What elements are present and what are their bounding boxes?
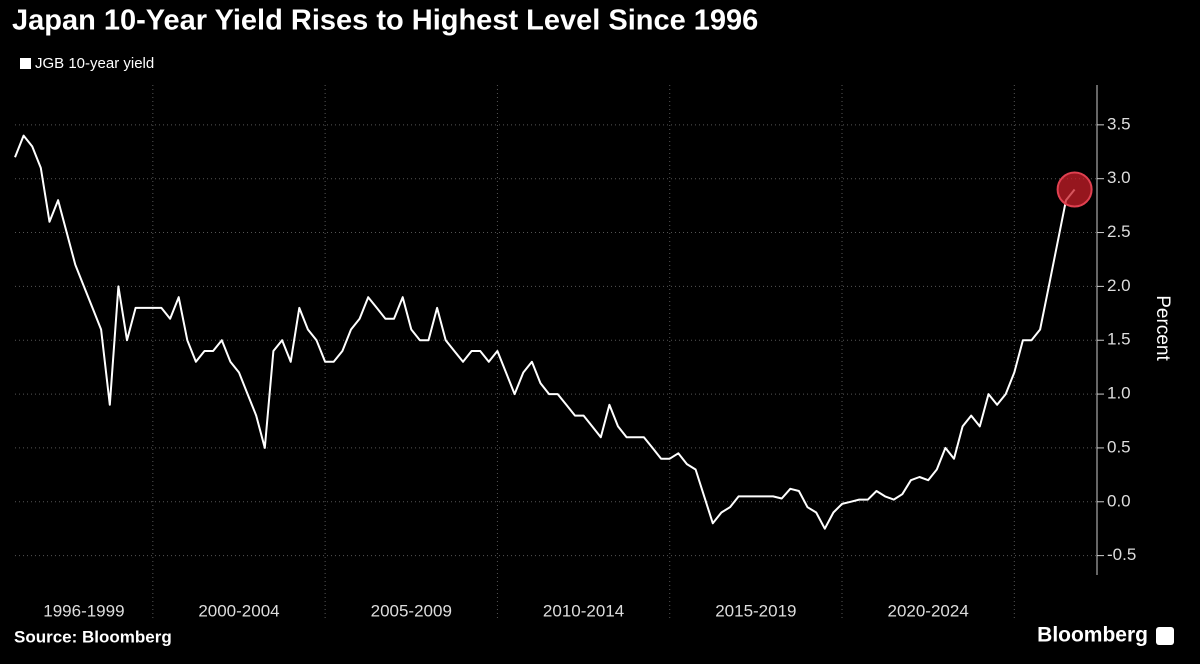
x-tick-label: 1996-1999: [43, 601, 124, 620]
y-tick-label: 2.5: [1107, 222, 1131, 241]
brand: Bloomberg: [1037, 624, 1148, 647]
y-tick-label: 3.5: [1107, 114, 1131, 133]
x-tick-label: 2000-2004: [198, 601, 279, 620]
y-axis-label: Percent: [1152, 295, 1173, 361]
y-tick-label: 0.0: [1107, 491, 1131, 510]
y-tick-label: 1.5: [1107, 330, 1131, 349]
highlight: [1056, 171, 1093, 208]
x-tick-label: 2015-2019: [715, 601, 796, 620]
y-tick-label: -0.5: [1107, 545, 1136, 564]
x-tick-label: 2010-2014: [543, 601, 624, 620]
x-tick-label: 2005-2009: [371, 601, 452, 620]
x-tick-label: 2020-2024: [887, 601, 968, 620]
data-line: [14, 134, 1076, 530]
source: Source: Bloomberg: [14, 627, 172, 646]
y-tick-label: 1.0: [1107, 384, 1131, 403]
chart-title: Japan 10-Year Yield Rises to Highest Lev…: [12, 5, 758, 37]
legend-swatch: [20, 58, 31, 69]
y-tick-label: 3.0: [1107, 168, 1131, 187]
y-tick-label: 2.0: [1107, 276, 1131, 295]
legend-label: JGB 10-year yield: [35, 55, 154, 72]
brand-icon: [1156, 627, 1174, 645]
y-tick-label: 0.5: [1107, 437, 1131, 456]
